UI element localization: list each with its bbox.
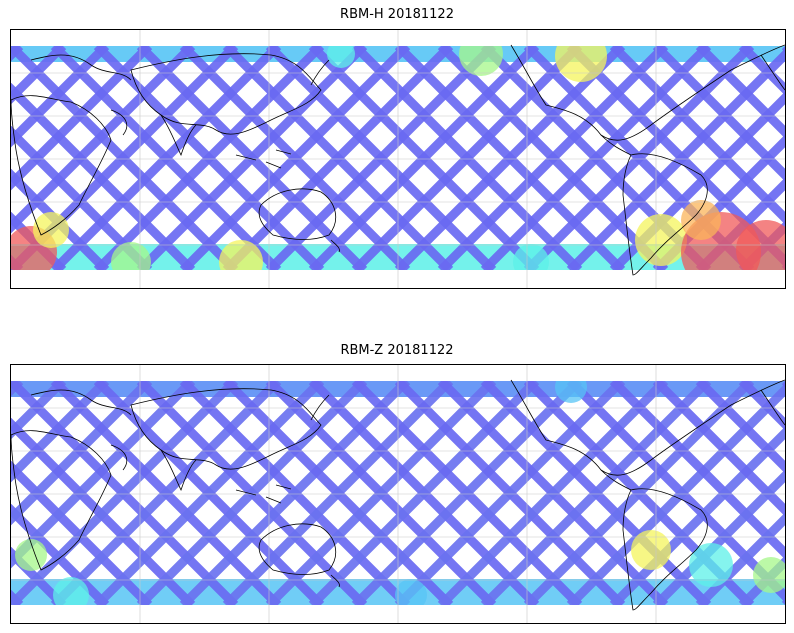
warm-data-patch — [327, 46, 355, 68]
descending-track — [351, 46, 583, 270]
graticule — [11, 365, 785, 623]
descending-track — [566, 48, 785, 270]
ascending-track — [11, 503, 110, 605]
ascending-track — [695, 46, 785, 139]
descending-track — [179, 46, 411, 270]
descending-track — [265, 381, 497, 605]
coastlines — [11, 379, 785, 611]
warm-data-patch — [681, 200, 721, 240]
descending-track — [11, 381, 153, 526]
panel-title-rbm-z: RBM-Z 20181122 — [340, 343, 454, 358]
coastline — [760, 54, 785, 91]
descending-track — [695, 512, 785, 605]
descending-track — [394, 381, 626, 605]
warm-data-patch — [555, 46, 607, 82]
coastline — [600, 134, 632, 156]
ascending-track — [738, 46, 785, 96]
descending-track — [11, 381, 110, 483]
coastline — [760, 389, 785, 426]
descending-track — [265, 46, 497, 270]
descending-track — [394, 46, 626, 270]
descending-track — [11, 381, 196, 569]
coastline — [30, 54, 132, 81]
warm-data-patch — [33, 212, 69, 248]
warm-data-patch — [111, 242, 151, 270]
warm-data-patch — [753, 557, 785, 593]
satellite-track-layer — [11, 46, 785, 270]
coastline — [110, 109, 128, 136]
warm-data-patch — [513, 244, 549, 270]
coastline — [11, 430, 112, 571]
coastline — [11, 95, 112, 236]
coastline — [258, 523, 337, 575]
warm-data-patch — [459, 46, 503, 76]
warm-data-patch — [689, 543, 733, 587]
warm-data-patch — [219, 240, 263, 270]
descending-track — [351, 381, 583, 605]
descending-track — [480, 381, 712, 605]
map-canvas-rbm-h — [11, 30, 785, 288]
ascending-track — [11, 589, 24, 605]
coastline — [330, 574, 340, 588]
descending-track — [222, 46, 454, 270]
descending-track — [11, 46, 196, 234]
descending-track — [136, 46, 368, 270]
descending-track — [11, 46, 67, 105]
coastline — [622, 153, 708, 276]
descending-track — [11, 46, 153, 191]
descending-track — [50, 46, 282, 270]
ascending-track — [695, 381, 785, 474]
coastline — [265, 161, 282, 169]
descending-track — [11, 381, 24, 397]
descending-track — [437, 381, 669, 605]
panel-title-rbm-h: RBM-H 20181122 — [340, 7, 454, 22]
descending-track — [11, 381, 67, 440]
ascending-track — [738, 381, 785, 431]
warm-data-patch — [631, 530, 671, 570]
coastline — [235, 154, 257, 161]
descending-track — [11, 381, 239, 605]
coastline — [160, 449, 197, 492]
descending-track — [93, 381, 325, 605]
graticule — [11, 30, 785, 288]
warm-data-patch — [53, 577, 89, 605]
descending-track — [222, 381, 454, 605]
warm-data-patch — [15, 539, 47, 571]
coastline — [600, 469, 632, 491]
descending-track — [308, 46, 540, 270]
descending-track — [93, 46, 325, 270]
coastline — [510, 44, 785, 141]
descending-track — [11, 46, 110, 148]
warm-data-patch — [635, 214, 687, 266]
coastline — [110, 444, 128, 471]
coastline — [622, 488, 708, 611]
descending-track — [480, 46, 712, 270]
coastline — [235, 489, 257, 496]
descending-track — [50, 381, 282, 605]
map-canvas-rbm-z — [11, 365, 785, 623]
coastline — [275, 484, 292, 490]
descending-track — [523, 46, 755, 270]
coastline — [310, 394, 330, 421]
coastline — [310, 59, 330, 86]
descending-track — [136, 381, 368, 605]
warm-data-patch — [395, 579, 427, 605]
warm-data-patch — [555, 381, 587, 403]
coastline — [258, 188, 337, 240]
map-panel-rbm-h — [10, 29, 786, 289]
coastline — [330, 239, 340, 253]
descending-track — [566, 383, 785, 605]
coastline — [275, 149, 292, 155]
descending-track — [308, 381, 540, 605]
coastlines — [11, 44, 785, 276]
coastline — [265, 496, 282, 504]
coastline — [30, 389, 132, 416]
descending-track — [179, 381, 411, 605]
coastline — [510, 379, 785, 476]
descending-track — [523, 381, 755, 605]
coastline — [160, 114, 197, 157]
map-panel-rbm-z — [10, 364, 786, 624]
descending-track — [437, 46, 669, 270]
